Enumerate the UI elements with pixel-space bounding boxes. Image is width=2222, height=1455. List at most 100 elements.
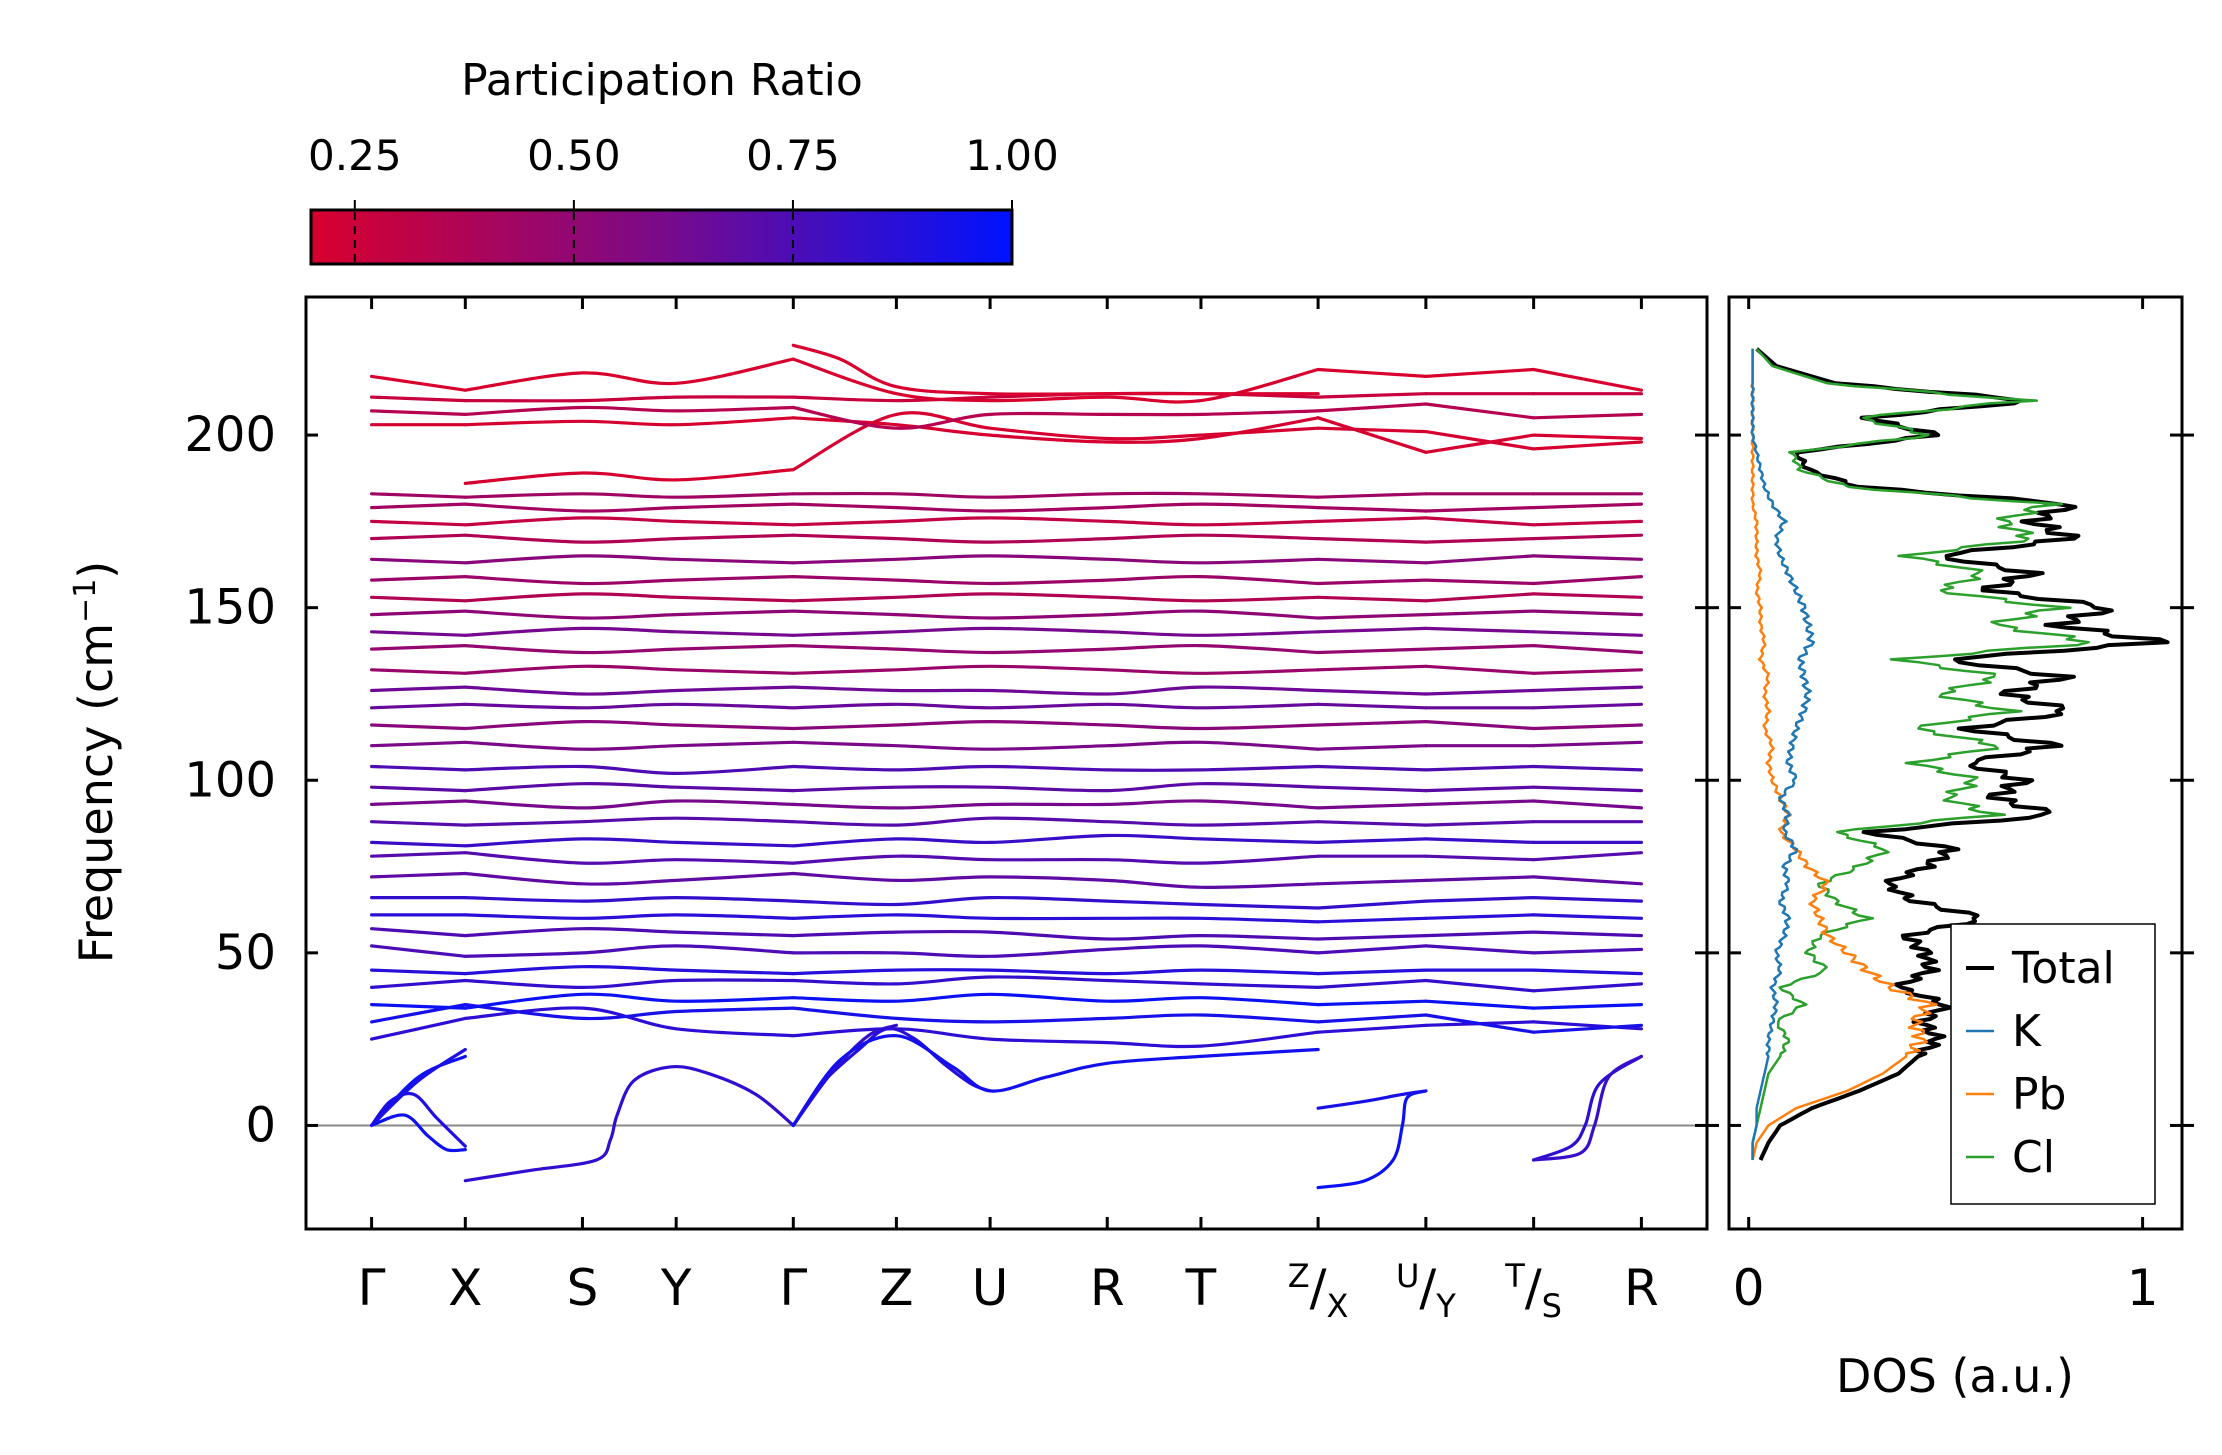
band-band-175	[1532, 519, 1643, 527]
band-band-82	[1316, 837, 1428, 844]
band-band-88	[1424, 820, 1536, 827]
band-panel-frame	[304, 295, 1709, 1231]
band-band-158	[791, 574, 1320, 586]
band-band-121	[370, 702, 467, 710]
band-acoustic-4	[370, 1047, 467, 1127]
band-band-30	[370, 1003, 467, 1024]
band-band-153	[1424, 592, 1536, 603]
legend-label-cl: Cl	[2012, 1132, 2055, 1183]
colorbar-gradient	[309, 208, 1014, 266]
band-band-61	[791, 913, 1320, 924]
k-label-sup: T	[1504, 1257, 1525, 1295]
band-band-207	[1532, 412, 1643, 420]
band-soft-mode-SY	[463, 1064, 795, 1183]
band-band-207	[791, 405, 1320, 430]
band-band-61	[1424, 913, 1536, 920]
band-band-175	[1316, 516, 1428, 523]
band-band-148	[1424, 609, 1536, 617]
k-point-label: U	[972, 1259, 1009, 1317]
band-band-35	[1316, 999, 1428, 1007]
band-band-153	[791, 592, 1320, 603]
band-band-143	[1424, 626, 1536, 634]
k-point-label: Z	[879, 1259, 913, 1317]
band-band-61	[1316, 916, 1428, 924]
band-band-121	[791, 702, 1320, 710]
band-band-217	[370, 374, 467, 392]
band-band-138	[1424, 644, 1536, 651]
dos-curve-k	[1750, 348, 1816, 1160]
k-label-sub: X	[1327, 1287, 1349, 1325]
k-point-label: R	[1624, 1259, 1659, 1317]
band-band-138	[370, 644, 467, 651]
band-band-52	[791, 944, 1320, 958]
band-band-207	[1424, 402, 1536, 420]
band-acoustic-3	[370, 1054, 467, 1127]
legend-label-pb: Pb	[2012, 1069, 2066, 1120]
band-band-217	[1532, 367, 1643, 392]
band-band-35	[791, 992, 1320, 1007]
band-band-138	[1316, 647, 1428, 655]
colorbar-tick-label: 0.25	[308, 131, 402, 180]
legend-label-k: K	[2012, 1006, 2042, 1057]
band-band-148	[1316, 613, 1428, 620]
band-band-126	[1532, 685, 1643, 693]
band-band-179	[1424, 506, 1536, 513]
k-point-label: T	[1185, 1259, 1217, 1317]
band-band-35	[1532, 1003, 1643, 1010]
band-band-52	[1532, 947, 1643, 955]
band-band-40	[370, 978, 467, 989]
band-band-132	[463, 664, 795, 675]
band-band-72	[463, 871, 795, 886]
dos-legend: Total K Pb Cl	[1950, 923, 2156, 1205]
y-tick-label: 200	[184, 407, 276, 463]
band-band-98	[1424, 785, 1536, 793]
colorbar-ticks: 0.25 0.50 0.75 1.00	[308, 131, 1059, 262]
band-band-217	[1424, 367, 1536, 378]
band-band-132	[1424, 664, 1536, 675]
band-band-104	[1316, 764, 1428, 772]
band-band-126	[1316, 688, 1428, 696]
band-band-126	[791, 685, 1320, 696]
band-band-138	[791, 643, 1320, 655]
band-band-225	[791, 343, 1320, 396]
band-band-98	[791, 782, 1320, 793]
band-band-57	[370, 927, 467, 938]
band-band-190	[1532, 440, 1643, 451]
band-band-57	[1316, 934, 1428, 941]
band-band-61	[1532, 913, 1643, 920]
band-band-121	[463, 702, 795, 710]
band-band-72	[791, 871, 1320, 889]
band-band-211	[1316, 392, 1428, 399]
dos-panel-frame	[1727, 295, 2184, 1231]
band-band-35	[1424, 999, 1536, 1010]
band-band-116	[370, 723, 467, 731]
band-band-183	[791, 491, 1320, 499]
band-band-25	[791, 1027, 1320, 1049]
dos-x-tick-label: 0	[1733, 1259, 1765, 1317]
k-label-slash: /	[1525, 1259, 1542, 1317]
band-band-148	[791, 609, 1320, 620]
band-band-116	[1532, 723, 1643, 731]
kpoint-axis: Γ X S Y Γ Z U R T Z/XU/YT/S R	[358, 297, 1659, 1325]
y-tick-label: 100	[184, 752, 276, 808]
band-band-93	[370, 799, 467, 806]
band-band-164	[1424, 554, 1536, 565]
legend-items: Total K Pb Cl	[1966, 943, 2115, 1183]
band-band-78	[370, 851, 467, 858]
band-band-93	[1532, 799, 1643, 810]
band-band-88	[463, 816, 795, 827]
band-band-93	[791, 799, 1320, 810]
y-tick-label: 0	[245, 1097, 276, 1153]
band-lines	[370, 343, 1643, 1190]
y-tick-label: 50	[215, 925, 276, 981]
band-band-170	[1532, 533, 1643, 541]
band-band-132	[370, 668, 467, 675]
k-point-label: Γ	[779, 1259, 807, 1317]
band-band-52	[370, 944, 467, 958]
band-band-158	[1424, 578, 1536, 586]
colorbar-tick-label: 0.50	[527, 131, 621, 180]
band-band-45	[1316, 968, 1428, 976]
dos-x-tick-label: 1	[2127, 1259, 2159, 1317]
